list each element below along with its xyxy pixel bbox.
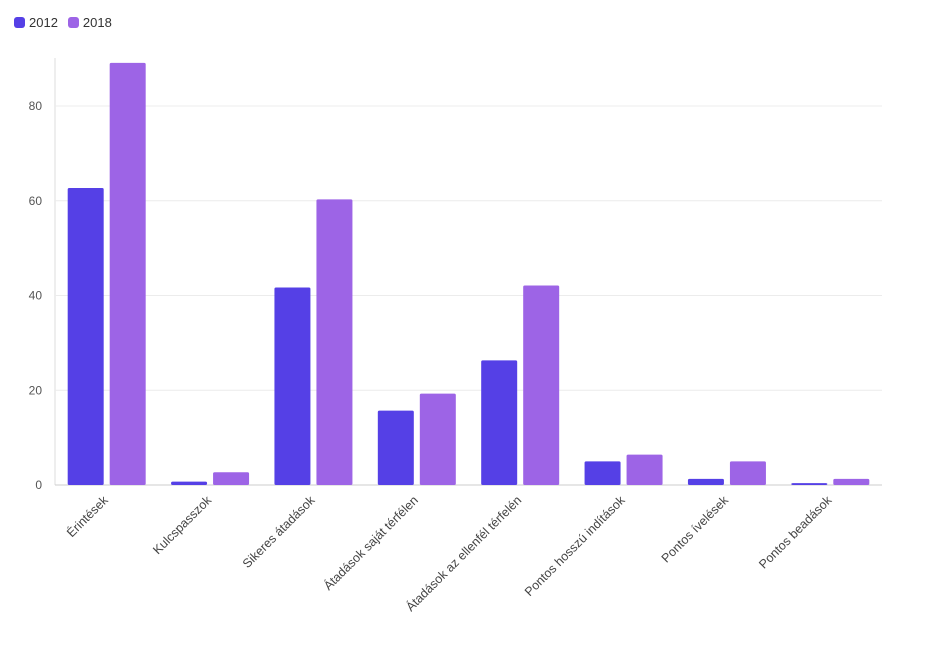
bar-2012-2[interactable] xyxy=(274,287,311,485)
bar-2018-6[interactable] xyxy=(729,461,766,485)
x-tick-label: Átadások saját térfélen xyxy=(320,492,421,593)
bar-2012-3[interactable] xyxy=(377,410,414,485)
legend: 2012 2018 xyxy=(14,15,112,30)
x-tick-label: Kulcspasszok xyxy=(150,493,214,557)
legend-item-2018[interactable]: 2018 xyxy=(67,15,112,30)
x-tick-label: Pontos beadások xyxy=(756,493,835,572)
legend-swatch-2012 xyxy=(14,17,25,28)
bar-2012-0[interactable] xyxy=(67,187,104,486)
bar-2018-2[interactable] xyxy=(316,199,353,486)
bar-2018-0[interactable] xyxy=(109,62,146,486)
bar-2018-3[interactable] xyxy=(419,393,456,485)
bar-2018-7[interactable] xyxy=(833,478,870,485)
x-tick-label: Érintések xyxy=(63,492,111,540)
y-tick-label: 40 xyxy=(29,289,43,303)
legend-label-2012: 2012 xyxy=(29,15,58,30)
legend-label-2018: 2018 xyxy=(82,15,112,30)
bar-2012-5[interactable] xyxy=(584,461,621,485)
bar-2012-4[interactable] xyxy=(481,360,518,485)
x-tick-label: Pontos ívelések xyxy=(659,493,732,566)
bar-2012-7[interactable] xyxy=(791,483,828,485)
bar-2018-4[interactable] xyxy=(523,285,560,485)
y-tick-label: 60 xyxy=(29,194,43,208)
legend-swatch-2018 xyxy=(67,17,79,28)
bar-2012-6[interactable] xyxy=(687,478,724,485)
y-tick-label: 20 xyxy=(29,383,43,397)
bar-2012-1[interactable] xyxy=(171,481,208,485)
x-tick-label: Sikeres átadások xyxy=(240,493,318,571)
bar-2018-1[interactable] xyxy=(213,472,250,485)
legend-item-2012[interactable]: 2012 xyxy=(14,15,58,30)
y-tick-label: 0 xyxy=(35,478,42,492)
x-tick-label: Pontos hosszú indítások xyxy=(522,493,628,599)
x-tick-label: Átadások az ellenfél térfelén xyxy=(403,492,525,614)
bar-2018-5[interactable] xyxy=(626,454,663,485)
y-tick-label: 80 xyxy=(29,99,43,113)
